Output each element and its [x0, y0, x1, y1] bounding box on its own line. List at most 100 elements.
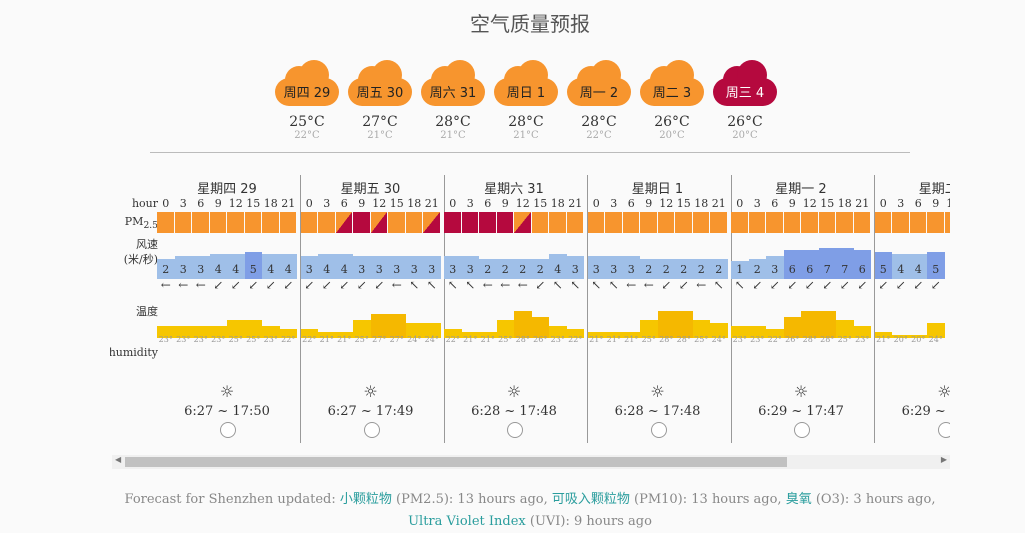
- temp-bar: [174, 326, 192, 338]
- daily-item[interactable]: 周日 1 28°C 21°C: [494, 58, 558, 141]
- pm25-cell[interactable]: [423, 212, 440, 233]
- sunrise-icon: ☼: [363, 382, 378, 401]
- daily-item[interactable]: 周六 31 28°C 21°C: [421, 58, 485, 141]
- wind-speed: 2: [501, 263, 509, 276]
- pm25-cell[interactable]: [388, 212, 405, 233]
- daily-forecast: 周四 29 25°C 22°C 周五 30 27°C 21°C 周六 31 28…: [275, 58, 777, 141]
- temp-value: 24°: [424, 335, 439, 344]
- temp-value: 21°: [606, 335, 621, 344]
- wind-bar: [300, 256, 318, 279]
- wind-bar: [318, 254, 336, 279]
- hour-tick: 15: [246, 197, 261, 210]
- pm25-cell[interactable]: [836, 212, 853, 233]
- pm25-cell[interactable]: [318, 212, 335, 233]
- pm25-cell[interactable]: [783, 212, 800, 233]
- temp-bar: [909, 335, 927, 338]
- pm25-cell[interactable]: [892, 212, 909, 233]
- pm25-cell[interactable]: [710, 212, 727, 233]
- hour-tick: 9: [358, 197, 366, 210]
- wind-direction-icon: ←: [160, 278, 171, 292]
- temp-value: 22°: [568, 335, 583, 344]
- pm25-cell[interactable]: [927, 212, 944, 233]
- wind-speed: 3: [610, 263, 618, 276]
- hour-tick: 6: [627, 197, 635, 210]
- pm25-cell[interactable]: [531, 212, 548, 233]
- temp-value: 28°: [676, 335, 691, 344]
- temp-bar: [300, 329, 318, 338]
- pm25-cell[interactable]: [300, 212, 317, 233]
- pm25-cell[interactable]: [731, 212, 748, 233]
- hour-tick: 6: [771, 197, 779, 210]
- scroll-right-icon[interactable]: ▶: [940, 455, 947, 464]
- wind-direction-icon: ↙: [678, 278, 689, 292]
- wind-direction-icon: ↖: [591, 278, 602, 292]
- horizontal-scrollbar[interactable]: ◀ ▶: [112, 455, 950, 469]
- pm25-cell[interactable]: [587, 212, 604, 233]
- pm25-cell[interactable]: [479, 212, 496, 233]
- wind-bar: [209, 254, 227, 279]
- wind-direction-icon: ←: [391, 278, 402, 292]
- wind-direction-icon: ↙: [930, 278, 941, 292]
- pm25-cell[interactable]: [605, 212, 622, 233]
- wind-bar: [622, 256, 640, 279]
- wind-direction-icon: ↙: [769, 278, 780, 292]
- pm25-cell[interactable]: [192, 212, 209, 233]
- pm25-cell[interactable]: [657, 212, 674, 233]
- pm25-cell[interactable]: [909, 212, 926, 233]
- temp-bar: [766, 329, 784, 338]
- pm25-cell[interactable]: [640, 212, 657, 233]
- pm25-cell[interactable]: [262, 212, 279, 233]
- pm10-link[interactable]: 可吸入颗粒物: [551, 492, 630, 507]
- wind-direction-icon: ↙: [374, 278, 385, 292]
- pm25-cell[interactable]: [549, 212, 566, 233]
- moon-phase-icon: [650, 422, 667, 438]
- pm25-cell[interactable]: [335, 212, 352, 233]
- pm25-cell[interactable]: [566, 212, 583, 233]
- o3-link[interactable]: 臭氧: [785, 492, 812, 507]
- pm25-cell[interactable]: [692, 212, 709, 233]
- pm25-cell[interactable]: [157, 212, 174, 233]
- pm25-cell[interactable]: [353, 212, 370, 233]
- pm25-link[interactable]: 小颗粒物: [339, 492, 392, 507]
- daily-item[interactable]: 周五 30 27°C 21°C: [348, 58, 412, 141]
- wind-speed: 2: [162, 263, 170, 276]
- pm25-cell[interactable]: [405, 212, 422, 233]
- pm25-cell[interactable]: [227, 212, 244, 233]
- uvi-link[interactable]: Ultra Violet Index: [408, 514, 526, 529]
- temp-bar: [192, 326, 210, 338]
- pm25-cell[interactable]: [766, 212, 783, 233]
- pm25-cell[interactable]: [514, 212, 531, 233]
- pm25-cell[interactable]: [622, 212, 639, 233]
- scrollbar-thumb[interactable]: [125, 457, 787, 467]
- hour-tick: 18: [837, 197, 852, 210]
- pm25-cell[interactable]: [496, 212, 513, 233]
- daily-item[interactable]: 周一 2 28°C 22°C: [567, 58, 631, 141]
- wind-direction-icon: ↙: [857, 278, 868, 292]
- scroll-left-icon[interactable]: ◀: [115, 455, 122, 464]
- pm25-cell[interactable]: [461, 212, 478, 233]
- pm25-cell[interactable]: [748, 212, 765, 233]
- temp-bar: [622, 332, 640, 338]
- pm25-cell[interactable]: [675, 212, 692, 233]
- daily-item[interactable]: 周二 3 26°C 20°C: [640, 58, 704, 141]
- wind-bar: [710, 258, 728, 279]
- temp-value: 27°: [389, 335, 404, 344]
- daily-item[interactable]: 周三 4 26°C 20°C: [713, 58, 777, 141]
- hour-tick: 0: [592, 197, 600, 210]
- pm25-cell[interactable]: [801, 212, 818, 233]
- pm25-cell[interactable]: [279, 212, 296, 233]
- pm25-cell[interactable]: [209, 212, 226, 233]
- pm25-cell[interactable]: [444, 212, 461, 233]
- pm25-cell[interactable]: [818, 212, 835, 233]
- pm25-cell[interactable]: [370, 212, 387, 233]
- wind-speed: 1: [736, 263, 744, 276]
- wind-direction-icon: ←: [178, 278, 189, 292]
- daily-item[interactable]: 周四 29 25°C 22°C: [275, 58, 339, 141]
- pm25-cell[interactable]: [853, 212, 870, 233]
- high-temp: 26°C: [727, 114, 763, 130]
- pm25-cell[interactable]: [244, 212, 261, 233]
- pm25-cell[interactable]: [874, 212, 891, 233]
- pm25-cell[interactable]: [174, 212, 191, 233]
- pm25-cell[interactable]: [944, 212, 950, 233]
- low-temp: 21°C: [440, 130, 466, 141]
